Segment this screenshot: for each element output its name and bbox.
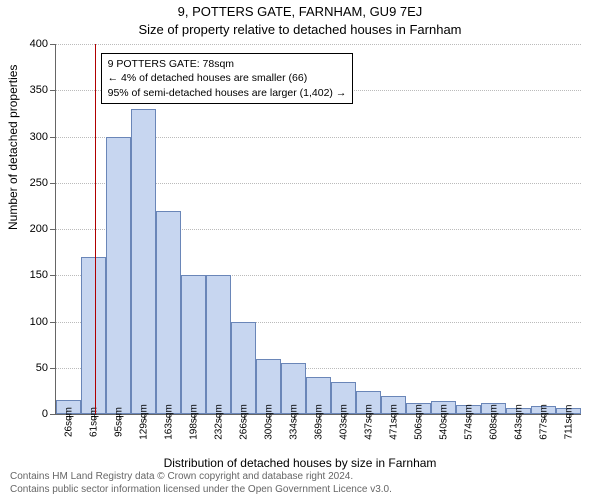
x-tick-label: 61sqm [88, 407, 99, 437]
x-tick-label: 711sqm [563, 405, 574, 440]
plot-area: 05010015020025030035040026sqm61sqm95sqm1… [55, 44, 581, 415]
callout-line: ← 4% of detached houses are smaller (66) [108, 71, 347, 85]
chart-title-main: 9, POTTERS GATE, FARNHAM, GU9 7EJ [0, 4, 600, 19]
y-tick-label: 100 [30, 316, 48, 328]
footer-line-1: Contains HM Land Registry data © Crown c… [10, 471, 392, 484]
y-tick [50, 183, 56, 184]
x-tick-label: 334sqm [288, 404, 299, 440]
x-tick-label: 369sqm [313, 404, 324, 440]
callout-box: 9 POTTERS GATE: 78sqm← 4% of detached ho… [101, 53, 354, 104]
x-tick-label: 266sqm [238, 404, 249, 440]
y-tick-label: 300 [30, 131, 48, 143]
x-tick-label: 677sqm [538, 404, 549, 440]
x-tick-label: 163sqm [163, 404, 174, 440]
y-tick-label: 150 [30, 269, 48, 281]
callout-line: 9 POTTERS GATE: 78sqm [108, 57, 347, 71]
x-tick-label: 471sqm [388, 404, 399, 440]
reference-line [95, 44, 96, 414]
container: 9, POTTERS GATE, FARNHAM, GU9 7EJ Size o… [0, 0, 600, 500]
x-tick-label: 643sqm [513, 404, 524, 440]
y-tick [50, 414, 56, 415]
y-tick-label: 350 [30, 84, 48, 96]
y-tick-label: 50 [36, 362, 48, 374]
x-tick-label: 574sqm [463, 404, 474, 440]
histogram-bar [181, 275, 206, 414]
histogram-bar [131, 109, 156, 414]
attribution-footer: Contains HM Land Registry data © Crown c… [10, 471, 392, 496]
x-tick-label: 608sqm [488, 404, 499, 440]
x-tick-label: 129sqm [138, 404, 149, 440]
x-axis-title: Distribution of detached houses by size … [0, 456, 600, 470]
y-tick-label: 0 [42, 408, 48, 420]
x-tick-label: 540sqm [438, 404, 449, 440]
histogram-bar [106, 137, 131, 415]
y-tick [50, 368, 56, 369]
histogram-bar [206, 275, 231, 414]
y-tick-label: 200 [30, 223, 48, 235]
x-tick-label: 26sqm [63, 407, 74, 437]
x-tick-label: 198sqm [188, 404, 199, 440]
histogram-bar [81, 257, 106, 414]
x-tick-label: 300sqm [263, 404, 274, 440]
y-tick-label: 250 [30, 177, 48, 189]
histogram-bar [231, 322, 256, 415]
y-tick [50, 229, 56, 230]
x-tick-label: 403sqm [338, 404, 349, 440]
histogram-bar [156, 211, 181, 415]
x-tick-label: 95sqm [113, 407, 124, 437]
grid-line [56, 44, 581, 45]
y-tick-label: 400 [30, 38, 48, 50]
x-tick-label: 232sqm [213, 404, 224, 440]
x-tick-label: 437sqm [363, 404, 374, 440]
chart-title-sub: Size of property relative to detached ho… [0, 22, 600, 37]
y-tick [50, 322, 56, 323]
y-tick [50, 44, 56, 45]
x-tick-label: 506sqm [413, 404, 424, 440]
footer-line-2: Contains public sector information licen… [10, 484, 392, 497]
y-tick [50, 90, 56, 91]
y-tick [50, 137, 56, 138]
y-tick [50, 275, 56, 276]
callout-line: 95% of semi-detached houses are larger (… [108, 86, 347, 100]
y-axis-title: Number of detached properties [6, 65, 20, 230]
